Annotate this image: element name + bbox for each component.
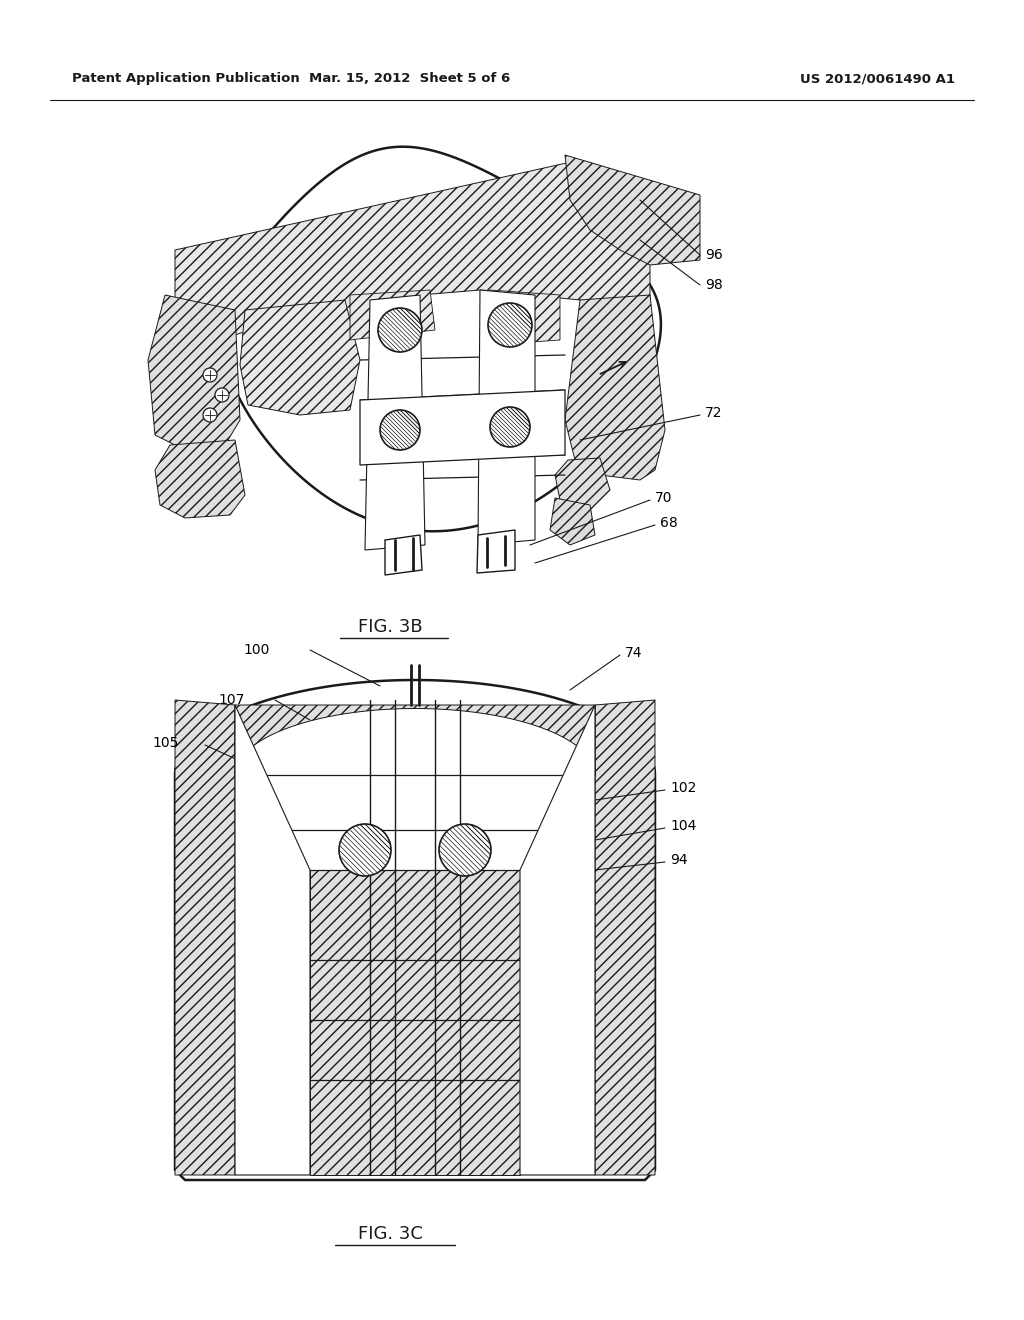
Text: 107: 107 xyxy=(218,693,245,708)
Polygon shape xyxy=(478,290,535,545)
Circle shape xyxy=(203,368,217,381)
Polygon shape xyxy=(477,531,515,573)
Circle shape xyxy=(203,408,217,422)
Polygon shape xyxy=(595,700,655,1175)
Circle shape xyxy=(378,308,422,352)
Text: 70: 70 xyxy=(655,491,673,506)
Text: 102: 102 xyxy=(670,781,696,795)
Polygon shape xyxy=(490,290,560,345)
Circle shape xyxy=(490,407,530,447)
Circle shape xyxy=(215,388,229,403)
Text: 74: 74 xyxy=(625,645,642,660)
Polygon shape xyxy=(565,154,700,265)
Circle shape xyxy=(339,824,391,876)
Polygon shape xyxy=(360,389,565,465)
Polygon shape xyxy=(175,680,655,1180)
Polygon shape xyxy=(350,290,435,341)
Text: 94: 94 xyxy=(670,853,688,867)
Polygon shape xyxy=(155,440,245,517)
Text: 98: 98 xyxy=(705,279,723,292)
Polygon shape xyxy=(310,870,520,1175)
Polygon shape xyxy=(175,160,650,341)
Polygon shape xyxy=(240,300,360,414)
Text: 68: 68 xyxy=(660,516,678,531)
Text: 96: 96 xyxy=(705,248,723,261)
Polygon shape xyxy=(148,294,240,450)
Polygon shape xyxy=(520,705,595,1175)
Text: FIG. 3C: FIG. 3C xyxy=(357,1225,423,1243)
Polygon shape xyxy=(550,498,595,545)
Polygon shape xyxy=(565,294,665,480)
Polygon shape xyxy=(234,705,595,775)
Text: 72: 72 xyxy=(705,407,723,420)
Text: Patent Application Publication: Patent Application Publication xyxy=(72,73,300,84)
Polygon shape xyxy=(175,700,234,1175)
Polygon shape xyxy=(234,705,310,1175)
Polygon shape xyxy=(555,458,610,510)
Text: FIG. 3B: FIG. 3B xyxy=(357,618,422,636)
Text: US 2012/0061490 A1: US 2012/0061490 A1 xyxy=(800,73,955,84)
Text: 100: 100 xyxy=(243,643,269,657)
Polygon shape xyxy=(221,147,660,531)
Circle shape xyxy=(439,824,490,876)
Text: Mar. 15, 2012  Sheet 5 of 6: Mar. 15, 2012 Sheet 5 of 6 xyxy=(309,73,511,84)
Polygon shape xyxy=(365,294,425,550)
Polygon shape xyxy=(385,535,422,576)
Circle shape xyxy=(488,304,532,347)
Text: 104: 104 xyxy=(670,818,696,833)
Text: 105: 105 xyxy=(152,737,178,750)
Circle shape xyxy=(380,411,420,450)
